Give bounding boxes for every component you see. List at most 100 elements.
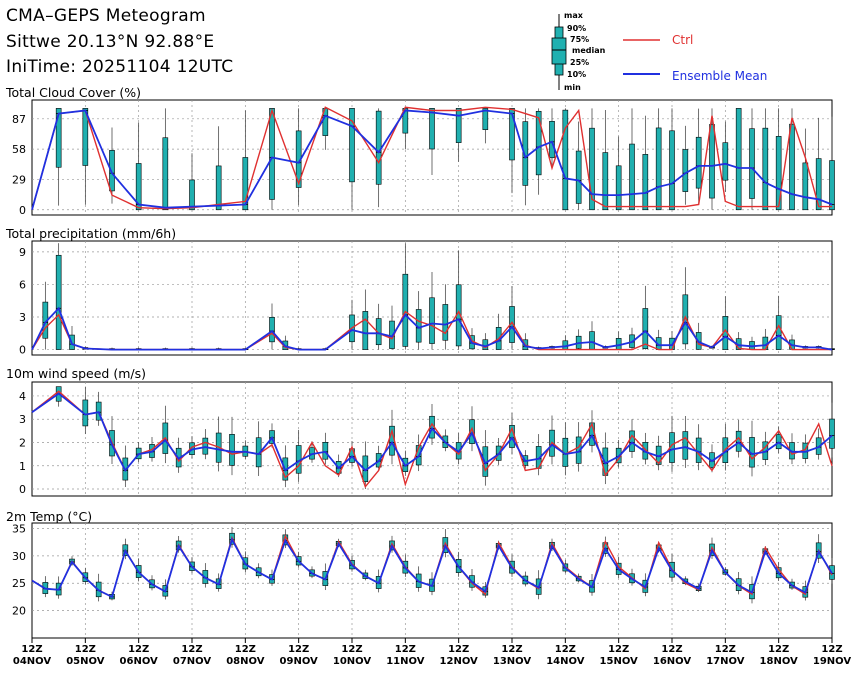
y-tick-label: 0 [19, 344, 26, 357]
panel-0: 0 29 58 87 [12, 99, 835, 217]
x-tick-hour: 12Z [715, 644, 736, 655]
x-tick-date: 10NOV [333, 656, 372, 667]
box-body [829, 160, 835, 211]
y-tick-label: 35 [12, 522, 26, 535]
mean-line [31, 537, 833, 599]
y-tick-label: 3 [19, 413, 26, 426]
y-tick-label: 20 [12, 605, 26, 618]
y-tick-label: 1 [19, 460, 26, 473]
panel-2: 0 1 2 3 4 [19, 381, 835, 497]
box-body [269, 317, 275, 343]
x-tick-date: 08NOV [226, 656, 265, 667]
box-body [349, 108, 355, 183]
box-body [655, 127, 662, 211]
box-body [562, 109, 569, 211]
x-tick-hour: 12Z [661, 644, 682, 655]
mean-line [31, 306, 833, 351]
box-body [682, 431, 689, 460]
box-body [629, 143, 635, 211]
box-body [429, 297, 435, 344]
box-body [95, 401, 102, 421]
box-body [229, 434, 235, 466]
x-tick-date: 04NOV [13, 656, 52, 667]
box-body [682, 149, 689, 192]
ctrl-line [31, 106, 832, 210]
box-body [815, 158, 822, 211]
x-tick-hour: 12Z [821, 644, 842, 655]
box-body [189, 179, 195, 211]
mean-line [31, 392, 833, 473]
box-body [402, 273, 409, 347]
box-body [55, 108, 62, 168]
legend-ctrl-label: Ctrl [672, 33, 693, 47]
box-body [615, 165, 622, 211]
box-body [749, 128, 755, 199]
legend-box-stat: 90% [567, 24, 586, 33]
panel-title-cloud: Total Cloud Cover (%) [6, 85, 142, 100]
box-body [589, 127, 595, 211]
x-tick-hour: 12Z [21, 644, 42, 655]
box-body [629, 430, 635, 452]
box-body [215, 165, 222, 211]
x-tick-hour: 12Z [128, 644, 149, 655]
box-body [549, 121, 555, 159]
mean-line [31, 109, 833, 211]
y-tick-label: 9 [19, 246, 26, 259]
x-tick-hour: 12Z [555, 644, 576, 655]
x-tick-date: 09NOV [280, 656, 319, 667]
box-body [762, 127, 769, 211]
x-tick-hour: 12Z [181, 644, 202, 655]
box-body [82, 108, 89, 166]
box-body [482, 108, 489, 130]
x-tick-hour: 12Z [341, 644, 362, 655]
box-body [775, 136, 782, 211]
box-body [375, 110, 382, 185]
x-tick-date: 16NOV [653, 656, 692, 667]
box-body [669, 130, 675, 211]
box-body [695, 136, 702, 189]
legend-box-stat: median [572, 46, 606, 55]
panel-title-temp: 2m Temp (°C) [6, 509, 93, 524]
x-tick-date: 13NOV [493, 656, 532, 667]
x-tick-date: 18NOV [760, 656, 799, 667]
box-body [829, 418, 835, 449]
box-body [602, 152, 609, 211]
box-body [455, 108, 462, 143]
box-body [362, 311, 369, 350]
legend-box-inner [551, 37, 567, 65]
x-tick-hour: 12Z [288, 644, 309, 655]
x-axis: 12Z04NOV12Z05NOV12Z06NOV12Z07NOV12Z08NOV… [13, 638, 851, 667]
x-tick-hour: 12Z [608, 644, 629, 655]
box-body [109, 150, 115, 192]
box-body [642, 154, 649, 211]
box-body [709, 124, 715, 199]
legend-box-stat: max [564, 11, 584, 20]
x-tick-date: 06NOV [120, 656, 159, 667]
legend-box-stat: min [564, 83, 581, 92]
y-tick-label: 58 [12, 143, 26, 156]
x-tick-hour: 12Z [75, 644, 96, 655]
box-body [775, 315, 782, 350]
y-tick-label: 30 [12, 550, 26, 563]
station-location: Sittwe 20.13°N 92.88°E [6, 32, 215, 52]
box-body [135, 163, 142, 211]
y-tick-label: 0 [19, 204, 26, 217]
chart-title: CMA–GEPS Meteogram [6, 6, 206, 26]
box-body [522, 121, 529, 186]
x-tick-hour: 12Z [448, 644, 469, 655]
legend-box-stat: 25% [570, 58, 589, 67]
box-body [682, 294, 689, 345]
panel-title-precip: Total precipitation (mm/6h) [6, 226, 177, 241]
box-body [575, 150, 582, 204]
box-body [789, 123, 795, 211]
box-body [242, 157, 249, 211]
y-tick-label: 6 [19, 278, 26, 291]
box-body [642, 308, 649, 350]
x-tick-hour: 12Z [235, 644, 256, 655]
legend-box-stat: 10% [567, 70, 586, 79]
box-body [589, 331, 595, 350]
x-tick-date: 05NOV [66, 656, 105, 667]
y-tick-label: 87 [12, 113, 26, 126]
x-tick-hour: 12Z [395, 644, 416, 655]
box-body [202, 437, 209, 455]
